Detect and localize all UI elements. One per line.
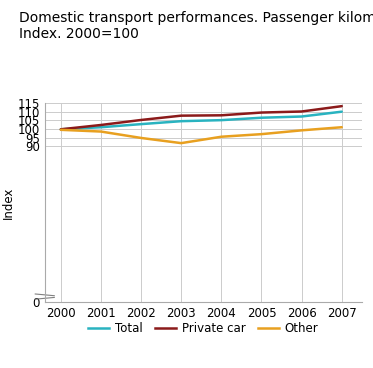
Y-axis label: Index: Index [2,186,15,219]
Text: Domestic transport performances. Passenger kilometres.
Index. 2000=100: Domestic transport performances. Passeng… [19,11,373,41]
Legend: Total, Private car, Other: Total, Private car, Other [84,317,323,340]
